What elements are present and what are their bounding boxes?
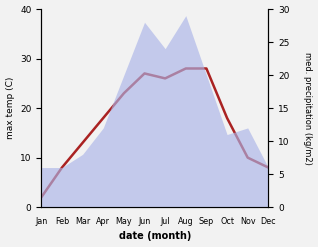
Y-axis label: max temp (C): max temp (C): [5, 77, 15, 139]
X-axis label: date (month): date (month): [119, 231, 191, 242]
Y-axis label: med. precipitation (kg/m2): med. precipitation (kg/m2): [303, 52, 313, 165]
